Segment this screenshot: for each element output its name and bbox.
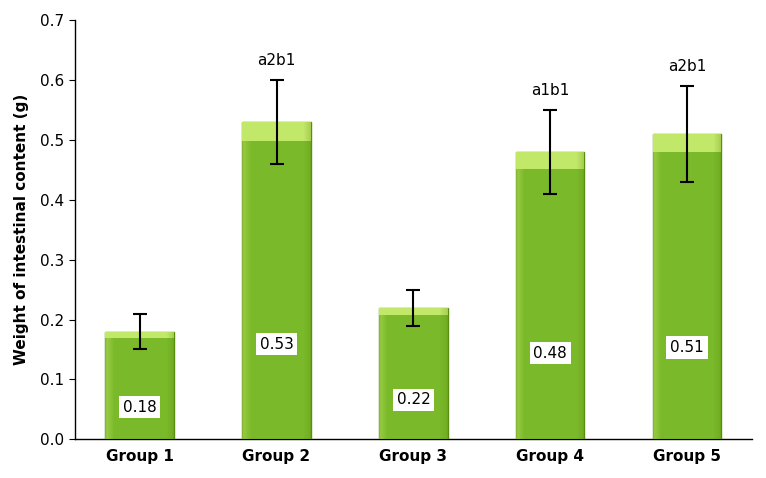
Bar [106, 332, 107, 439]
Bar [109, 332, 110, 439]
Bar [658, 134, 659, 439]
Bar [523, 152, 524, 439]
Bar [522, 152, 523, 439]
Bar [381, 307, 382, 439]
Bar [305, 122, 306, 439]
Bar [653, 134, 722, 439]
Bar [582, 152, 584, 439]
Text: a1b1: a1b1 [531, 83, 569, 98]
Text: a2b1: a2b1 [257, 53, 296, 68]
Bar [386, 307, 388, 439]
Bar [520, 152, 521, 439]
Bar [379, 307, 447, 439]
Bar [656, 134, 657, 439]
Text: 0.48: 0.48 [533, 346, 567, 360]
Bar [169, 332, 170, 439]
Bar [654, 134, 655, 439]
FancyBboxPatch shape [379, 307, 447, 315]
Bar [380, 307, 381, 439]
Bar [248, 122, 250, 439]
Bar [303, 122, 305, 439]
Bar [440, 307, 441, 439]
Bar [715, 134, 716, 439]
FancyBboxPatch shape [242, 122, 311, 141]
FancyBboxPatch shape [106, 332, 174, 338]
Bar [655, 134, 656, 439]
Bar [173, 332, 174, 439]
Bar [443, 307, 444, 439]
Bar [576, 152, 578, 439]
Bar [242, 122, 311, 439]
Bar [308, 122, 309, 439]
Bar [518, 152, 519, 439]
Bar [170, 332, 171, 439]
Bar [245, 122, 247, 439]
Bar [716, 134, 717, 439]
Bar [242, 122, 244, 439]
Bar [106, 332, 174, 439]
Bar [516, 152, 584, 439]
Bar [660, 134, 661, 439]
Bar [659, 134, 660, 439]
Bar [107, 332, 109, 439]
Bar [112, 332, 113, 439]
Bar [165, 332, 167, 439]
Bar [385, 307, 386, 439]
Bar [110, 332, 112, 439]
Bar [719, 134, 720, 439]
Bar [383, 307, 385, 439]
Y-axis label: Weight of intestinal content (g): Weight of intestinal content (g) [14, 94, 29, 365]
FancyBboxPatch shape [516, 152, 584, 169]
Bar [444, 307, 446, 439]
Text: a2b1: a2b1 [668, 59, 706, 74]
Bar [516, 152, 517, 439]
Bar [581, 152, 582, 439]
Bar [379, 307, 380, 439]
Bar [247, 122, 248, 439]
Bar [720, 134, 722, 439]
Bar [717, 134, 719, 439]
Bar [168, 332, 169, 439]
Bar [382, 307, 383, 439]
Bar [309, 122, 311, 439]
Bar [579, 152, 581, 439]
Bar [714, 134, 715, 439]
Text: 0.53: 0.53 [260, 337, 293, 352]
Bar [521, 152, 522, 439]
Bar [441, 307, 443, 439]
Bar [167, 332, 168, 439]
Bar [578, 152, 579, 439]
Text: 0.22: 0.22 [397, 392, 430, 407]
Bar [446, 307, 447, 439]
Bar [306, 122, 308, 439]
Bar [519, 152, 520, 439]
Text: 0.18: 0.18 [123, 400, 156, 414]
FancyBboxPatch shape [653, 134, 722, 152]
Bar [171, 332, 172, 439]
Bar [653, 134, 654, 439]
Text: 0.51: 0.51 [670, 340, 704, 355]
Bar [244, 122, 245, 439]
Bar [713, 134, 714, 439]
Bar [657, 134, 658, 439]
Bar [172, 332, 173, 439]
Bar [517, 152, 518, 439]
